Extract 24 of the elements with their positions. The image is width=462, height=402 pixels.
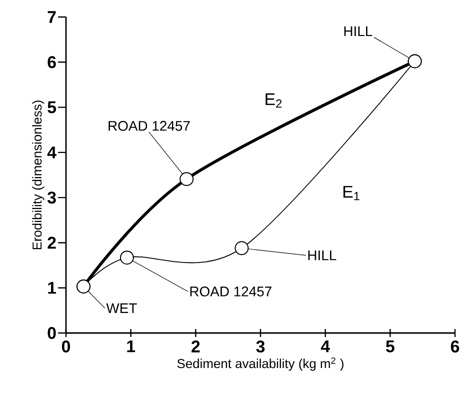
y-tick-label: 3: [47, 192, 56, 204]
y-tick-label: 7: [48, 11, 56, 23]
x-tick-label: 5: [386, 340, 394, 352]
annotation: HILL: [344, 26, 372, 36]
y-tick-label: 1: [48, 282, 56, 294]
series-label: E$_{1}$: [343, 186, 360, 200]
x-tick-label: 4: [320, 340, 330, 352]
annotation: HILL: [308, 250, 336, 260]
annotation: WET: [106, 303, 137, 313]
x-tick-label: 2: [192, 340, 200, 352]
x-tick-label: 0: [62, 340, 70, 353]
y-tick-label: 4: [47, 146, 56, 158]
annotation: ROAD 12457: [108, 120, 190, 131]
x-tick-label: 6: [450, 340, 460, 353]
y-tick-label: 5: [48, 101, 56, 114]
x-tick-label: 3: [256, 340, 265, 353]
y-axis-title: Erodibility (dimensionless): [32, 100, 44, 250]
y-tick-label: 2: [48, 236, 56, 249]
y-tick-label: 0: [48, 327, 56, 339]
x-axis-title: Sediment availability (kg m$^{2}$ ): [177, 357, 344, 371]
y-tick-label: 6: [48, 56, 56, 68]
series-label: E$_{2}$: [266, 93, 282, 108]
x-tick-label: 1: [127, 340, 136, 352]
annotation: ROAD 12457: [190, 286, 272, 296]
